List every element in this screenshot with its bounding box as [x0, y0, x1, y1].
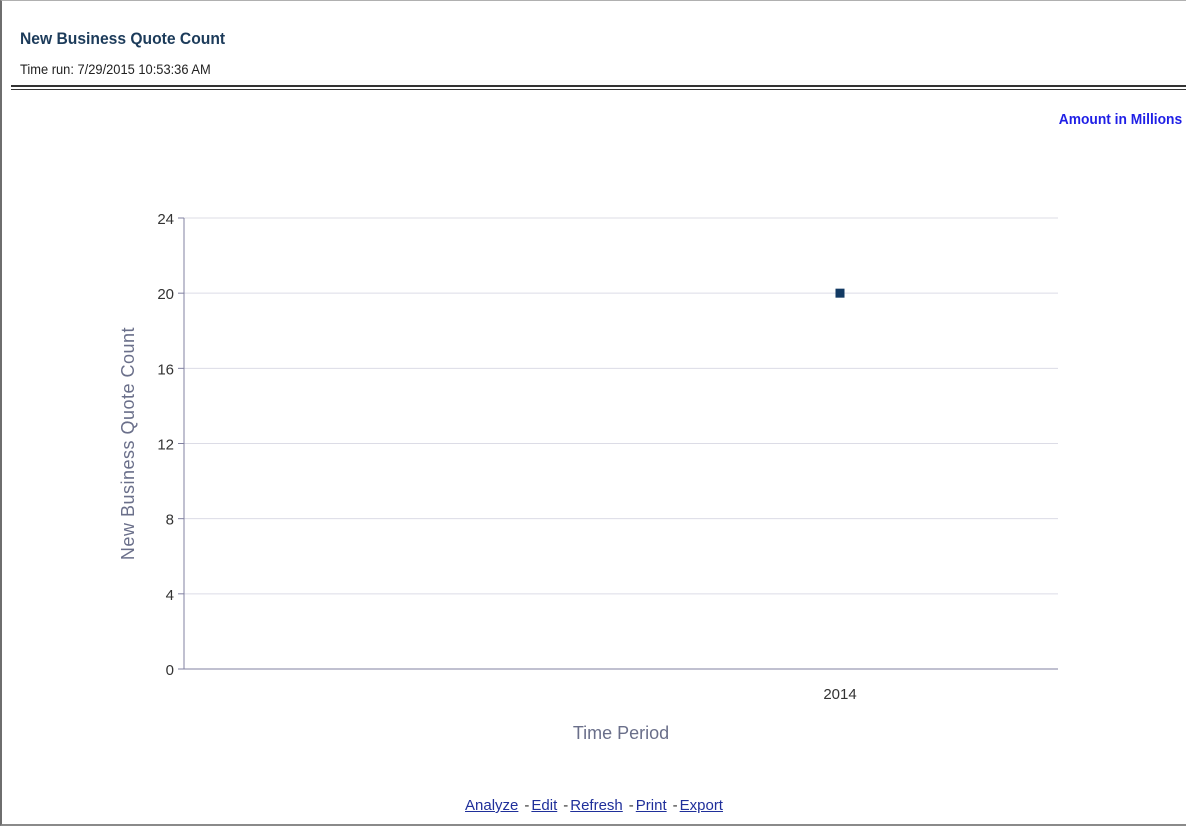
y-tick-label: 0 — [166, 662, 174, 679]
print-link[interactable]: Print — [635, 797, 667, 814]
y-tick-label: 12 — [157, 437, 174, 454]
y-tick-label: 24 — [157, 211, 174, 228]
header-divider-thin — [11, 89, 1186, 90]
y-tick-label: 4 — [166, 587, 174, 604]
link-separator: - — [524, 797, 530, 814]
scatter-chart: 0 4 8 12 16 20 24 2014 Time Period New Business Q… — [118, 211, 1058, 743]
analyze-link[interactable]: Analyze — [465, 797, 519, 814]
data-point — [835, 288, 845, 298]
y-tick-label: 20 — [157, 286, 174, 303]
amount-note: Amount in Millions — [1058, 111, 1182, 128]
y-tick-label: 8 — [166, 512, 174, 529]
link-separator: - — [563, 797, 569, 814]
time-run: Time run: 7/29/2015 10:53:36 AM — [20, 61, 211, 77]
refresh-link[interactable]: Refresh — [570, 797, 623, 814]
report-links: Analyze - Edit - Refresh - Print - Export — [2, 797, 1186, 814]
link-separator: - — [628, 797, 634, 814]
export-link[interactable]: Export — [679, 797, 723, 814]
y-tick-label: 16 — [157, 361, 174, 378]
report-title: New Business Quote Count — [20, 29, 226, 48]
header-divider — [11, 85, 1186, 87]
link-separator: - — [672, 797, 678, 814]
x-tick-label: 2014 — [823, 686, 856, 703]
y-axis-title: New Business Quote Count — [118, 327, 138, 560]
edit-link[interactable]: Edit — [531, 797, 558, 814]
x-axis-title: Time Period — [573, 723, 669, 743]
